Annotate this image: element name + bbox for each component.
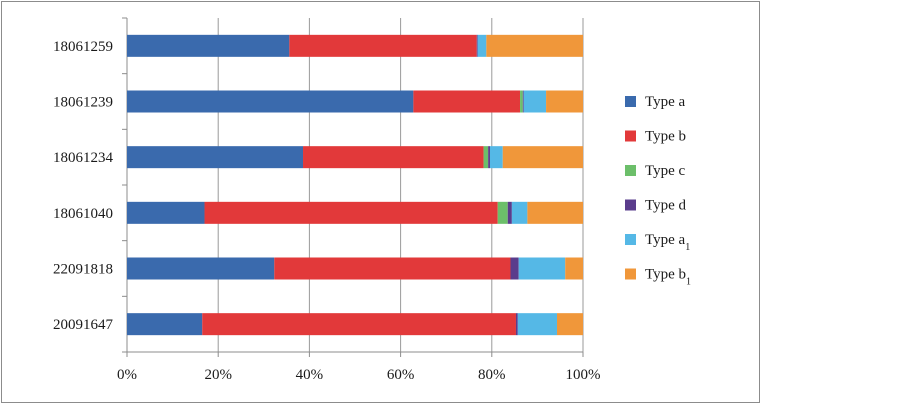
bar-segment	[289, 34, 477, 57]
bar-segment	[303, 146, 484, 169]
bar-segment	[565, 257, 583, 280]
bar-segment	[204, 201, 498, 224]
bar-segment	[127, 313, 203, 336]
bar-segment	[523, 90, 547, 113]
legend-label: Type b	[645, 129, 686, 145]
bar-segment	[502, 146, 583, 169]
category-label: 18061234	[53, 150, 114, 166]
legend-label: Type b1	[645, 267, 691, 288]
legend-swatch	[625, 199, 636, 211]
bar-segment	[507, 201, 512, 224]
bar-segment	[486, 34, 583, 57]
bar-segment	[520, 90, 523, 113]
category-label: 20091647	[53, 317, 114, 333]
bar-segment	[476, 34, 478, 57]
bar-segment	[127, 90, 414, 113]
bar-segment	[517, 313, 558, 336]
bar-segment	[511, 201, 528, 224]
legend-label: Type a	[645, 94, 686, 110]
bar-segment	[527, 201, 583, 224]
bar-segment	[127, 201, 205, 224]
category-label: 18061040	[53, 206, 113, 222]
bar-segment	[274, 257, 511, 280]
x-tick-label: 80%	[478, 367, 506, 383]
category-label: 22091818	[53, 262, 113, 278]
legend-swatch	[625, 130, 636, 142]
bar-segment	[413, 90, 521, 113]
legend-label: Type a1	[645, 232, 690, 253]
legend-swatch	[625, 96, 636, 107]
bar-segment	[518, 257, 566, 280]
bar-segment	[497, 201, 508, 224]
bar-segment	[557, 313, 583, 336]
x-tick-label: 0%	[117, 367, 137, 383]
category-label: 18061259	[53, 39, 113, 55]
bar-segment	[546, 90, 583, 113]
legend-swatch	[625, 234, 636, 245]
bar-segment	[489, 146, 503, 169]
legend-label: Type d	[645, 198, 687, 214]
bar-segment	[202, 313, 516, 336]
x-tick-label: 100%	[566, 367, 601, 383]
bar-segment	[488, 146, 490, 169]
legend-swatch	[625, 165, 636, 176]
bar-segment	[510, 257, 519, 280]
bar-segment	[477, 34, 487, 57]
x-tick-label: 40%	[296, 367, 324, 383]
x-tick-label: 20%	[204, 367, 232, 383]
bar-segment	[127, 257, 275, 280]
legend-swatch	[625, 268, 636, 280]
category-label: 18061239	[53, 95, 113, 111]
legend-label: Type c	[645, 163, 686, 179]
bar-segment	[515, 313, 518, 336]
bar-segment	[522, 90, 524, 113]
bar-segment	[127, 34, 290, 57]
x-tick-label: 60%	[387, 367, 415, 383]
bar-segment	[483, 146, 489, 169]
bar-segment	[127, 146, 304, 169]
